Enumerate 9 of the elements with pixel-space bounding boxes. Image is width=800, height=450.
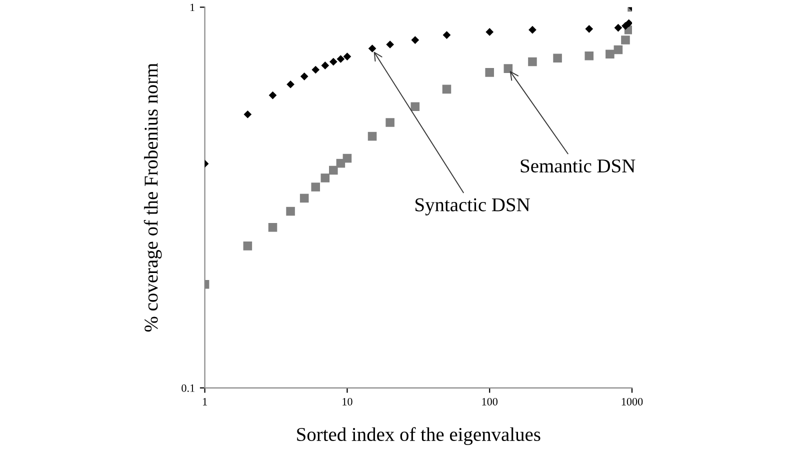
- x-tick-label: 1000: [622, 398, 643, 406]
- x-axis-title: Sorted index of the eigenvalues: [297, 427, 540, 446]
- annotation: Syntactic DSN: [416, 198, 530, 216]
- x-tick-label: 10: [342, 398, 352, 406]
- x-tick-label: 1: [203, 398, 207, 406]
- annotation: Semantic DSN: [520, 159, 636, 173]
- y-tick-label: 0.1: [182, 384, 194, 392]
- y-axis-title: % coverage of the Frobenius norm: [144, 63, 162, 332]
- x-tick-label: 100: [482, 398, 498, 406]
